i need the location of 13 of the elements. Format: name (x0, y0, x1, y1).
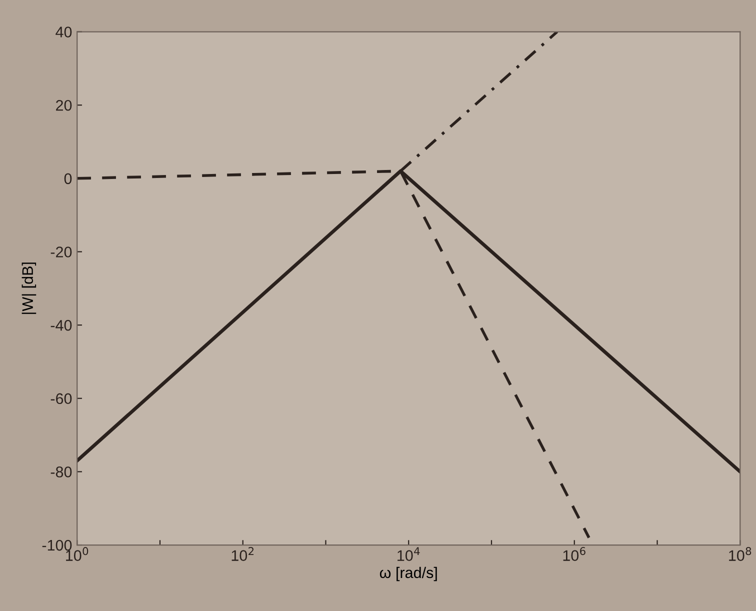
y-tick-label: 40 (56, 26, 72, 38)
y-tick-label: -80 (50, 466, 72, 478)
y-tick-label: -40 (50, 320, 72, 331)
y-tick-label: -60 (50, 393, 72, 404)
y-tick-label: 20 (56, 100, 72, 111)
y-tick-label: 0 (64, 173, 72, 184)
x-tick-label: 10$^{4}$ (398, 547, 420, 561)
x-tick-label: 10$^{2}$ (232, 547, 254, 561)
y-tick-label: -20 (50, 246, 72, 258)
y-axis-title: |W| [dB] (22, 262, 36, 314)
x-tick-label: 10$^{6}$ (563, 547, 586, 561)
x-axis-title: ω [rad/s] (380, 566, 437, 582)
x-tick-label: 10$^{8}$ (729, 547, 752, 561)
